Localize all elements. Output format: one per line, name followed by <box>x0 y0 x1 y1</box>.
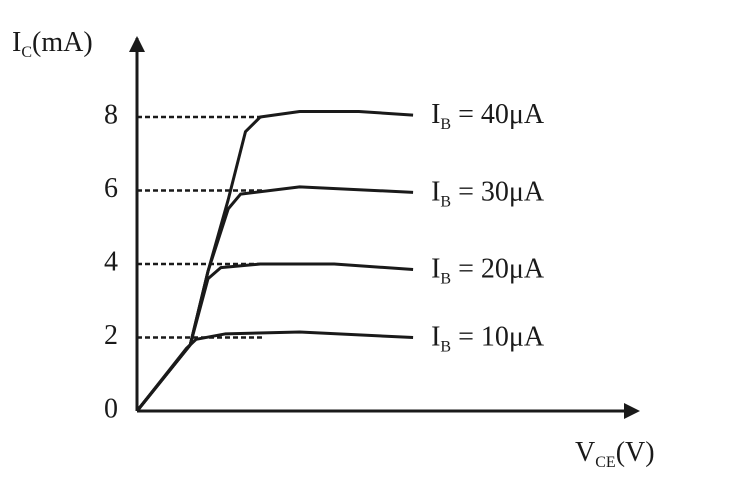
legend-label: IB = 10μA <box>431 322 545 355</box>
curve <box>135 330 414 412</box>
y-axis-label: IC(mA) <box>12 27 93 60</box>
legend-label: IB = 30μA <box>431 177 545 210</box>
y-axis-arrow <box>129 36 145 52</box>
y-tick-label: 2 <box>104 320 118 351</box>
x-axis-label: VCE(V) <box>575 437 655 470</box>
y-tick-label: 4 <box>104 246 118 277</box>
y-tick-label: 8 <box>104 99 118 130</box>
x-axis-arrow <box>624 403 640 419</box>
y-tick-label: 0 <box>104 393 118 424</box>
y-tick-label: 6 <box>104 173 118 204</box>
curve <box>135 185 414 412</box>
legend-label: IB = 20μA <box>431 254 545 287</box>
legend-label: IB = 40μA <box>431 100 545 133</box>
curve <box>135 109 414 412</box>
